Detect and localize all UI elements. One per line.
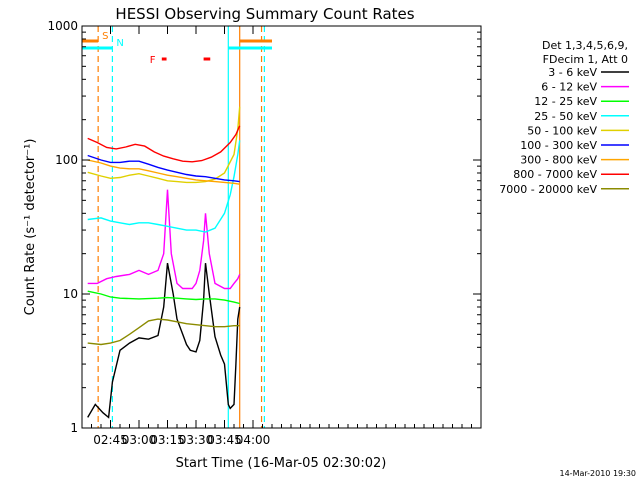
chart-title: HESSI Observing Summary Count Rates [115,5,414,23]
plot-area: SN F [82,26,272,428]
legend-label-3: 25 - 50 keV [534,110,597,123]
legend: Det 1,3,4,5,6,9,FDecim 1, Att 03 - 6 keV… [499,39,629,196]
x-axis-label: Start Time (16-Mar-05 02:30:02) [176,456,387,471]
legend-label-8: 7000 - 20000 keV [499,183,597,196]
flag-label-0: S [102,31,108,42]
legend-label-4: 50 - 100 keV [527,124,597,137]
series-line-50-100-kev [88,107,240,183]
flag-label-1: N [116,38,123,49]
legend-label-2: 12 - 25 keV [534,95,597,108]
footer-timestamp: 14-Mar-2010 19:30 [560,469,637,478]
y-tick-label-1: 10 [63,287,78,301]
legend-header-0: Det 1,3,4,5,6,9, [542,39,628,52]
flag-label-2: F [150,55,156,66]
y-tick-label-3: 1000 [47,19,78,33]
legend-label-0: 3 - 6 keV [548,66,597,79]
y-axis-label: Count Rate (s⁻¹ detector⁻¹) [23,139,38,316]
plot-frame [82,26,481,428]
legend-label-1: 6 - 12 keV [541,81,597,94]
legend-label-5: 100 - 300 keV [520,139,597,152]
y-tick-label-0: 1 [70,421,78,435]
legend-label-7: 800 - 7000 keV [513,168,597,181]
count-rate-chart: HESSI Observing Summary Count Rates SNF … [0,0,640,480]
legend-label-6: 300 - 800 keV [520,154,597,167]
series-line-3-6-kev [88,263,240,417]
series-line-300-800-kev [88,160,240,184]
y-tick-label-2: 100 [55,153,78,167]
x-tick-label-5: 04:00 [236,433,271,447]
series-line-800-7000-kev [88,126,240,162]
legend-header-1: FDecim 1, Att 0 [543,53,628,66]
series-line-6-12-kev [88,190,240,289]
